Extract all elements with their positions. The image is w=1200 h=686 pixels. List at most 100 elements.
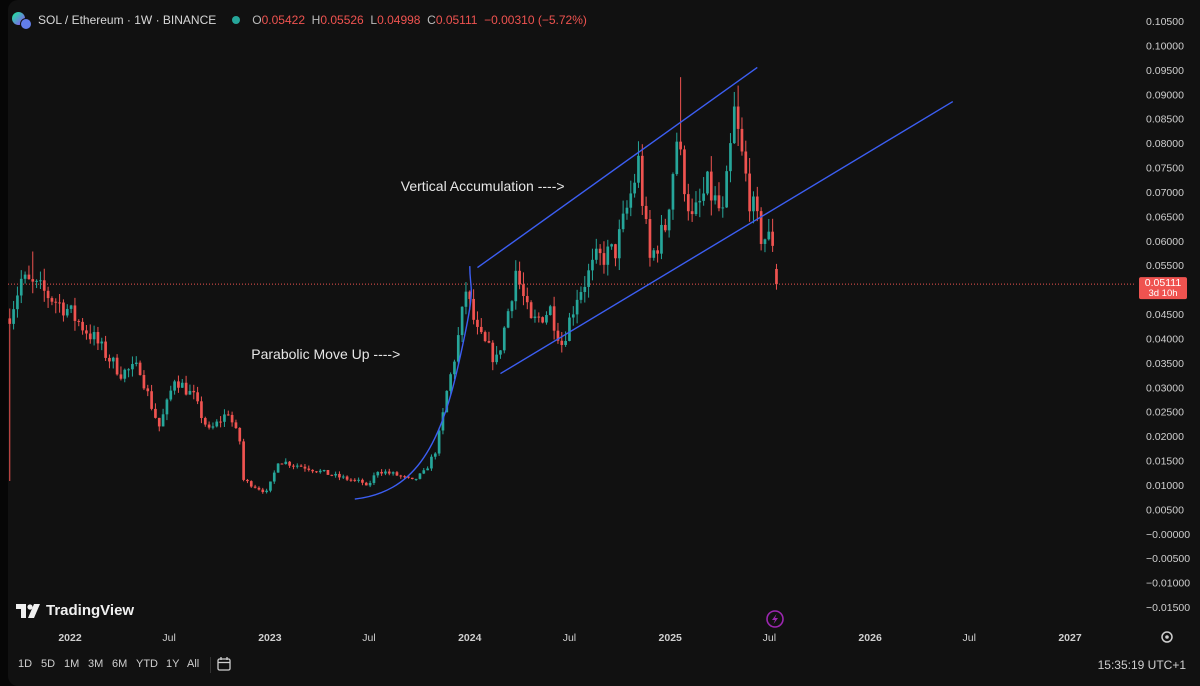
candle-body — [633, 182, 636, 194]
candle-body — [583, 286, 587, 293]
price-tick-label: 0.07500 — [1146, 163, 1184, 175]
candle-body — [100, 341, 104, 344]
drawings-layer — [354, 66, 954, 500]
annotation-vertical-accumulation: Vertical Accumulation ----> — [401, 178, 565, 194]
price-chart[interactable]: 0.10500 0.10000 0.09500 0.09000 0.08500 0.080… — [8, 0, 1200, 686]
candle-body — [169, 390, 173, 400]
range-3m-button[interactable]: 3M — [88, 658, 104, 670]
candle-body — [525, 296, 529, 303]
market-status-icon — [232, 16, 241, 24]
chart-panel[interactable]: 0.10500 0.10000 0.09500 0.09000 0.08500 0.080… — [8, 0, 1200, 686]
candle-body — [725, 171, 728, 208]
candle-body — [111, 357, 115, 362]
range-1d-button[interactable]: 1D — [18, 658, 33, 670]
utc-clock[interactable]: 15:35:19 UTC+1 — [1097, 658, 1186, 672]
candle-body — [16, 295, 19, 310]
candle-body — [575, 299, 579, 315]
time-tick-label: 2022 — [58, 632, 82, 644]
calendar-range-icon[interactable] — [216, 656, 232, 672]
range-6m-button[interactable]: 6M — [112, 658, 128, 670]
candle-body — [744, 151, 748, 174]
candle-body — [31, 279, 35, 282]
lightning-icon[interactable] — [766, 610, 784, 628]
parabolic-curve — [354, 266, 472, 500]
candle-body — [518, 270, 521, 285]
candle-body — [196, 392, 199, 402]
range-1y-button[interactable]: 1Y — [166, 658, 180, 670]
price-tick-label: 0.10500 — [1146, 16, 1184, 28]
candle-body — [391, 472, 395, 474]
last-price-tag — [1139, 277, 1187, 300]
candle-body — [767, 231, 771, 240]
range-1m-button[interactable]: 1M — [64, 658, 80, 670]
candle-body — [165, 399, 169, 415]
candle-body — [58, 302, 61, 304]
candle-body — [732, 106, 736, 144]
candle-body — [679, 141, 682, 150]
candle-body — [686, 194, 690, 212]
symbol-legend: SOL / Ethereum · 1W · BINANCE O0.05422 H… — [12, 12, 587, 30]
candle-body — [690, 211, 694, 215]
price-tick-label: −0.00000 — [1146, 529, 1190, 541]
price-tick-label: −0.00500 — [1146, 553, 1190, 565]
price-tick-label: 0.09000 — [1146, 89, 1184, 101]
candle-body — [62, 302, 65, 316]
candle-body — [42, 280, 46, 291]
settings-gear-icon[interactable] — [1161, 631, 1173, 643]
candle-body — [50, 298, 54, 302]
price-axis: 0.10500 0.10000 0.09500 0.09000 0.08500 0.080… — [1146, 16, 1190, 614]
candle-body — [353, 479, 357, 481]
last-price-value: 0.05111 — [1145, 277, 1182, 289]
price-tick-label: 0.10000 — [1146, 40, 1184, 52]
candle-body — [625, 207, 629, 214]
candle-body — [667, 209, 671, 231]
candle-body — [12, 309, 15, 324]
change-value: −0.00310 (−5.72%) — [484, 13, 587, 27]
candle-body — [403, 476, 406, 478]
candle-body — [698, 200, 702, 203]
candle-body — [571, 314, 575, 318]
candle-body — [361, 479, 364, 483]
candle-body — [629, 193, 633, 208]
candle-body — [502, 327, 506, 351]
range-all-button[interactable]: All — [187, 658, 200, 670]
candle-body — [702, 193, 705, 201]
candle-body — [617, 229, 621, 259]
candle-body — [533, 316, 537, 319]
candle-body — [560, 340, 564, 345]
candle-body — [717, 195, 721, 209]
candle-body — [276, 463, 280, 473]
candle-body — [644, 205, 648, 220]
range-5d-button[interactable]: 5D — [41, 658, 56, 670]
tradingview-wordmark: TradingView — [46, 602, 135, 619]
candle-body — [591, 259, 594, 271]
symbol-title[interactable]: SOL / Ethereum · 1W · BINANCE — [38, 13, 217, 27]
price-tick-label: 0.01500 — [1146, 456, 1184, 468]
price-tick-label: 0.00500 — [1146, 504, 1184, 516]
candle-body — [610, 244, 613, 247]
candle-body — [253, 486, 257, 488]
candle-body — [499, 350, 502, 355]
price-tick-label: 0.06500 — [1146, 211, 1184, 223]
candle-body — [437, 430, 441, 454]
candle-body — [537, 316, 541, 318]
candle-body — [606, 246, 610, 265]
candle-body — [81, 321, 84, 331]
candle-body — [307, 468, 311, 470]
candle-body — [755, 196, 759, 212]
candle-body — [694, 202, 698, 215]
candle-body — [88, 333, 92, 340]
price-tick-label: 0.02500 — [1146, 407, 1184, 419]
range-ytd-button[interactable]: YTD — [136, 658, 158, 670]
candle-body — [579, 292, 583, 300]
candle-body — [272, 472, 276, 482]
candle-body — [395, 472, 399, 476]
candle-body — [134, 362, 138, 365]
candle-body — [671, 174, 675, 210]
candle-body — [234, 422, 238, 428]
candle-body — [280, 463, 284, 465]
price-tick-label: 0.05500 — [1146, 260, 1184, 272]
candle-body — [587, 270, 590, 287]
candle-body — [621, 213, 625, 230]
time-tick-label: Jul — [162, 632, 175, 644]
